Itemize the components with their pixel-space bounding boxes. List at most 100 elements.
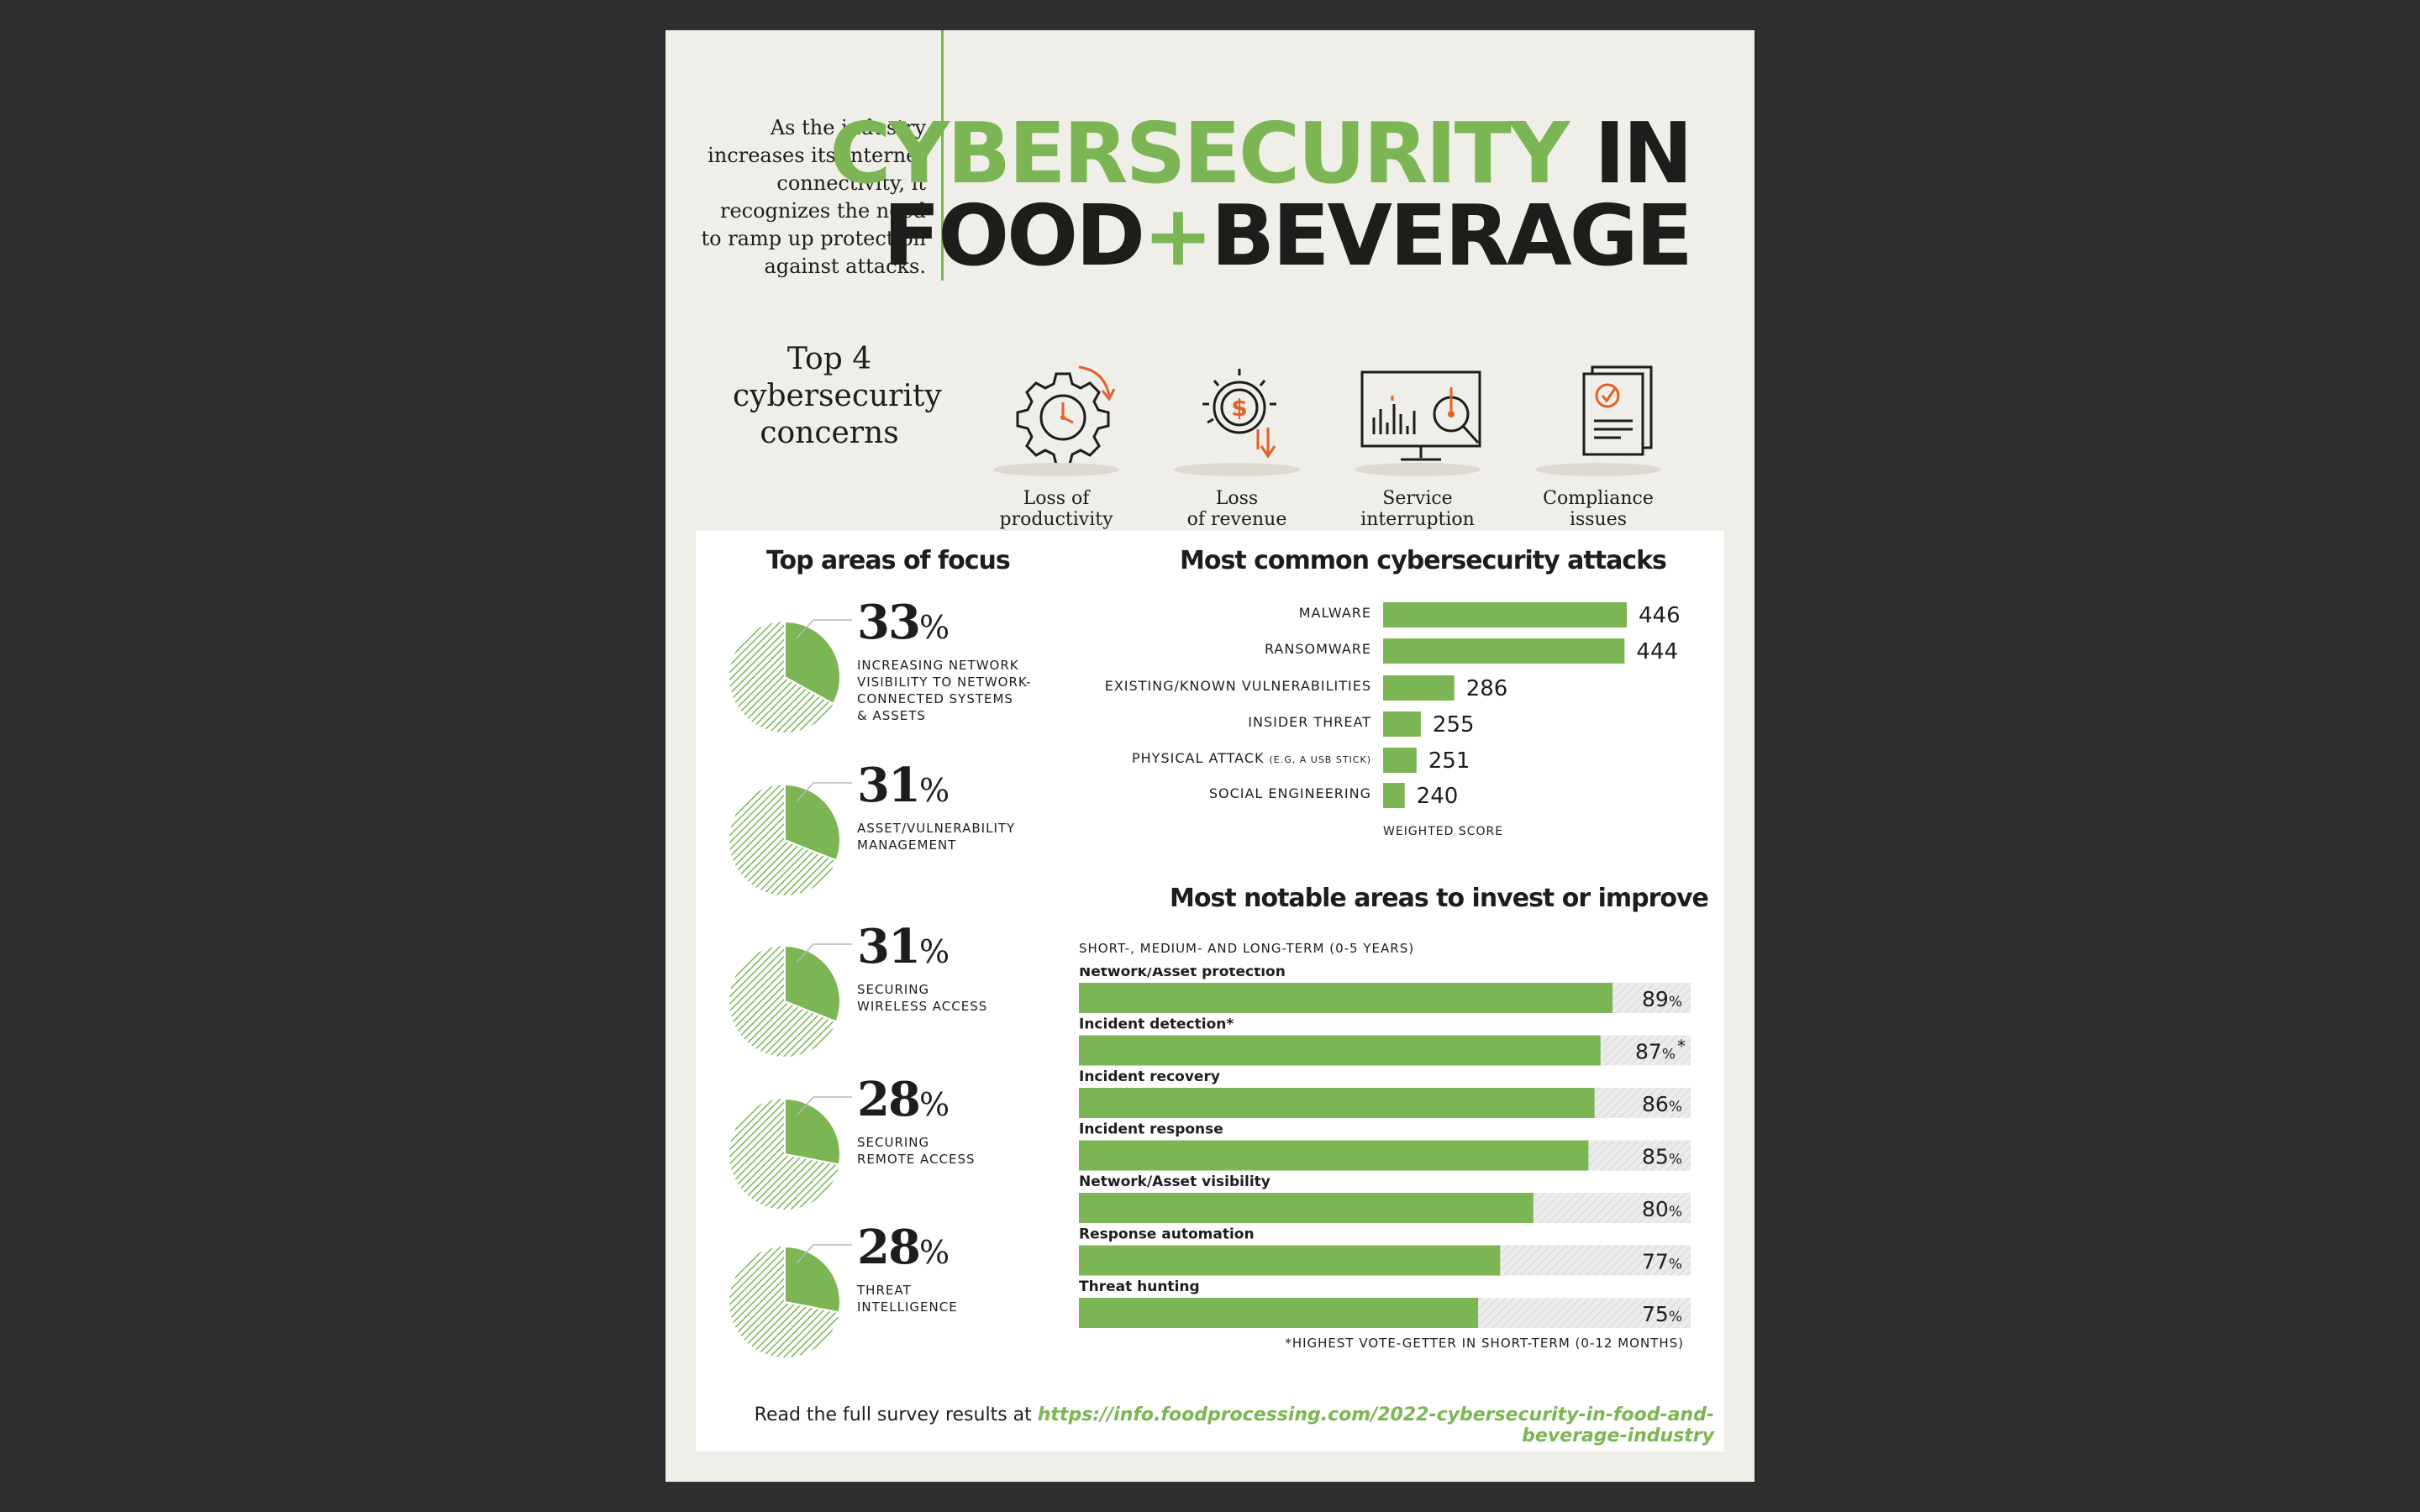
focus-description: THREAT INTELLIGENCE bbox=[857, 1283, 958, 1315]
focus-percent-value: 28 bbox=[857, 1072, 921, 1127]
page-title: CYBERSECURITY IN FOOD+BEVERAGE bbox=[829, 112, 1693, 278]
bar-label: Network/Asset protection bbox=[1079, 968, 1286, 980]
focus-description: SECURING WIRELESS ACCESS bbox=[857, 982, 988, 1014]
x-axis-label: WEIGHTED SCORE bbox=[1383, 825, 1503, 838]
title-plus: + bbox=[1143, 186, 1213, 285]
focus-item: 31% SECURING WIRELESS ACCESS bbox=[726, 919, 1028, 1085]
focus-title: Top areas of focus bbox=[766, 546, 1011, 575]
pie-slice bbox=[784, 783, 841, 862]
focus-item: 33% INCREASING NETWORK VISIBILITY TO NETW… bbox=[726, 595, 1031, 761]
title-beverage: BEVERAGE bbox=[1210, 186, 1693, 285]
divider-line bbox=[941, 30, 944, 281]
bar bbox=[1383, 711, 1421, 737]
concerns-heading: Top 4 cybersecurity concerns bbox=[733, 342, 942, 450]
focus-percent-value: 31 bbox=[857, 758, 921, 813]
monitor-magnifier-icon bbox=[1360, 370, 1481, 461]
concern-revenue: $ Loss of revenue bbox=[1157, 362, 1317, 530]
concern-service: Service interruption bbox=[1338, 362, 1497, 530]
bar bbox=[1079, 1245, 1501, 1276]
focus-percent-value: 28 bbox=[857, 1220, 921, 1275]
infographic-poster: As the industry increases its Internet c… bbox=[666, 30, 1754, 1482]
concern-label: Loss of revenue bbox=[1186, 488, 1287, 530]
focus-description: ASSET/VULNERABILITY MANAGEMENT bbox=[857, 821, 1016, 853]
leader-line bbox=[796, 782, 852, 802]
bar-label: MALWARE bbox=[1299, 605, 1371, 621]
title-in: IN bbox=[1567, 104, 1693, 202]
focus-percent-symbol: % bbox=[918, 1086, 950, 1123]
concern-productivity: Loss of productivity bbox=[976, 362, 1136, 530]
bar bbox=[1079, 1193, 1534, 1223]
leader-line bbox=[796, 1244, 852, 1264]
bar-label: Incident recovery bbox=[1079, 1068, 1220, 1085]
intro-text: As the industry increases its Internet c… bbox=[701, 116, 926, 278]
bar-value: 240 bbox=[1417, 784, 1459, 809]
bar-value: 286 bbox=[1466, 676, 1508, 701]
focus-description: SECURING REMOTE ACCESS bbox=[857, 1135, 976, 1167]
results-panel: Top areas of focus 33% INCREASING NETWORK… bbox=[696, 531, 1724, 1452]
bar bbox=[1383, 783, 1405, 808]
concern-label: Compliance issues bbox=[1543, 488, 1654, 530]
invest-title: Most notable areas to invest or improve bbox=[1170, 884, 1709, 913]
focus-percent: 28% bbox=[857, 1072, 950, 1127]
concern-label: Service interruption bbox=[1360, 488, 1475, 530]
bar bbox=[1079, 1035, 1601, 1066]
bar bbox=[1079, 983, 1612, 1013]
focus-pie-chart bbox=[729, 944, 841, 1057]
bar-value: 251 bbox=[1428, 748, 1470, 774]
concern-label: Loss of productivity bbox=[999, 488, 1113, 530]
bar-label: EXISTING/KNOWN VULNERABILITIES bbox=[1105, 678, 1371, 694]
focus-pie-chart bbox=[729, 1245, 841, 1357]
leader-line bbox=[796, 619, 852, 639]
pie-slice bbox=[784, 944, 841, 1023]
gear-clock-icon bbox=[1016, 365, 1116, 463]
bar bbox=[1079, 1140, 1589, 1171]
pie-slice bbox=[784, 1097, 841, 1166]
leader-line bbox=[796, 943, 852, 963]
bar-label: Network/Asset visibility bbox=[1079, 1173, 1270, 1190]
bar-label: PHYSICAL ATTACK (E.G, A USB STICK) bbox=[1132, 750, 1371, 766]
bar-label: SOCIAL ENGINEERING bbox=[1209, 785, 1371, 801]
focus-percent: 28% bbox=[857, 1220, 950, 1275]
focus-pie-chart bbox=[729, 620, 842, 732]
footer: Read the full survey results at https://… bbox=[696, 1404, 1714, 1446]
focus-description: INCREASING NETWORK VISIBILITY TO NETWORK… bbox=[857, 658, 1032, 723]
bar-label: Incident response bbox=[1079, 1121, 1223, 1138]
focus-percent-value: 31 bbox=[857, 919, 921, 974]
focus-percent-symbol: % bbox=[918, 1234, 950, 1271]
focus-percent: 33% bbox=[857, 595, 950, 650]
focus-item: 28% SECURING REMOTE ACCESS bbox=[726, 1072, 1028, 1238]
focus-percent: 31% bbox=[857, 758, 950, 813]
invest-chart: Network/Asset protection 89% Incident dete… bbox=[1079, 963, 1701, 1358]
bar-label: Response automation bbox=[1079, 1226, 1255, 1243]
bar bbox=[1383, 602, 1627, 627]
bar-label: RANSOMWARE bbox=[1265, 641, 1371, 657]
focus-item: 31% ASSET/VULNERABILITY MANAGEMENT bbox=[726, 758, 1028, 924]
bar-label: INSIDER THREAT bbox=[1248, 714, 1371, 730]
bar bbox=[1079, 1298, 1479, 1328]
bar-value: 446 bbox=[1639, 603, 1681, 628]
bar bbox=[1079, 1088, 1595, 1118]
bar bbox=[1383, 748, 1417, 773]
leader-line bbox=[796, 1096, 852, 1116]
footer-text: Read the full survey results at bbox=[754, 1404, 1038, 1425]
attacks-chart-svg: MALWARE 446 RANSOMWARE 444 EXISTING/KNOWN VU… bbox=[1105, 602, 1681, 838]
focus-percent-symbol: % bbox=[918, 772, 950, 809]
focus-percent: 31% bbox=[857, 919, 950, 974]
svg-text:$: $ bbox=[1231, 394, 1247, 422]
bar-label: Threat hunting bbox=[1079, 1278, 1200, 1295]
bar bbox=[1383, 638, 1625, 664]
title-cybersecurity: CYBERSECURITY bbox=[829, 104, 1570, 202]
attacks-title: Most common cybersecurity attacks bbox=[1180, 546, 1667, 575]
bar-value-mark: * bbox=[1677, 1037, 1686, 1057]
focus-item: 28% THREAT INTELLIGENCE bbox=[726, 1220, 1028, 1386]
focus-percent-value: 33 bbox=[857, 595, 921, 650]
focus-percent-symbol: % bbox=[918, 933, 950, 970]
pie-slice bbox=[784, 1245, 841, 1314]
concern-compliance: Compliance issues bbox=[1518, 362, 1678, 530]
survey-link[interactable]: https://info.foodprocessing.com/2022-cyb… bbox=[1037, 1404, 1714, 1446]
focus-percent-symbol: % bbox=[918, 609, 950, 646]
dollar-decline-icon: $ bbox=[1202, 369, 1276, 459]
bar-value: 444 bbox=[1636, 639, 1678, 664]
bar-label-note: (E.G, A USB STICK) bbox=[1270, 754, 1372, 765]
